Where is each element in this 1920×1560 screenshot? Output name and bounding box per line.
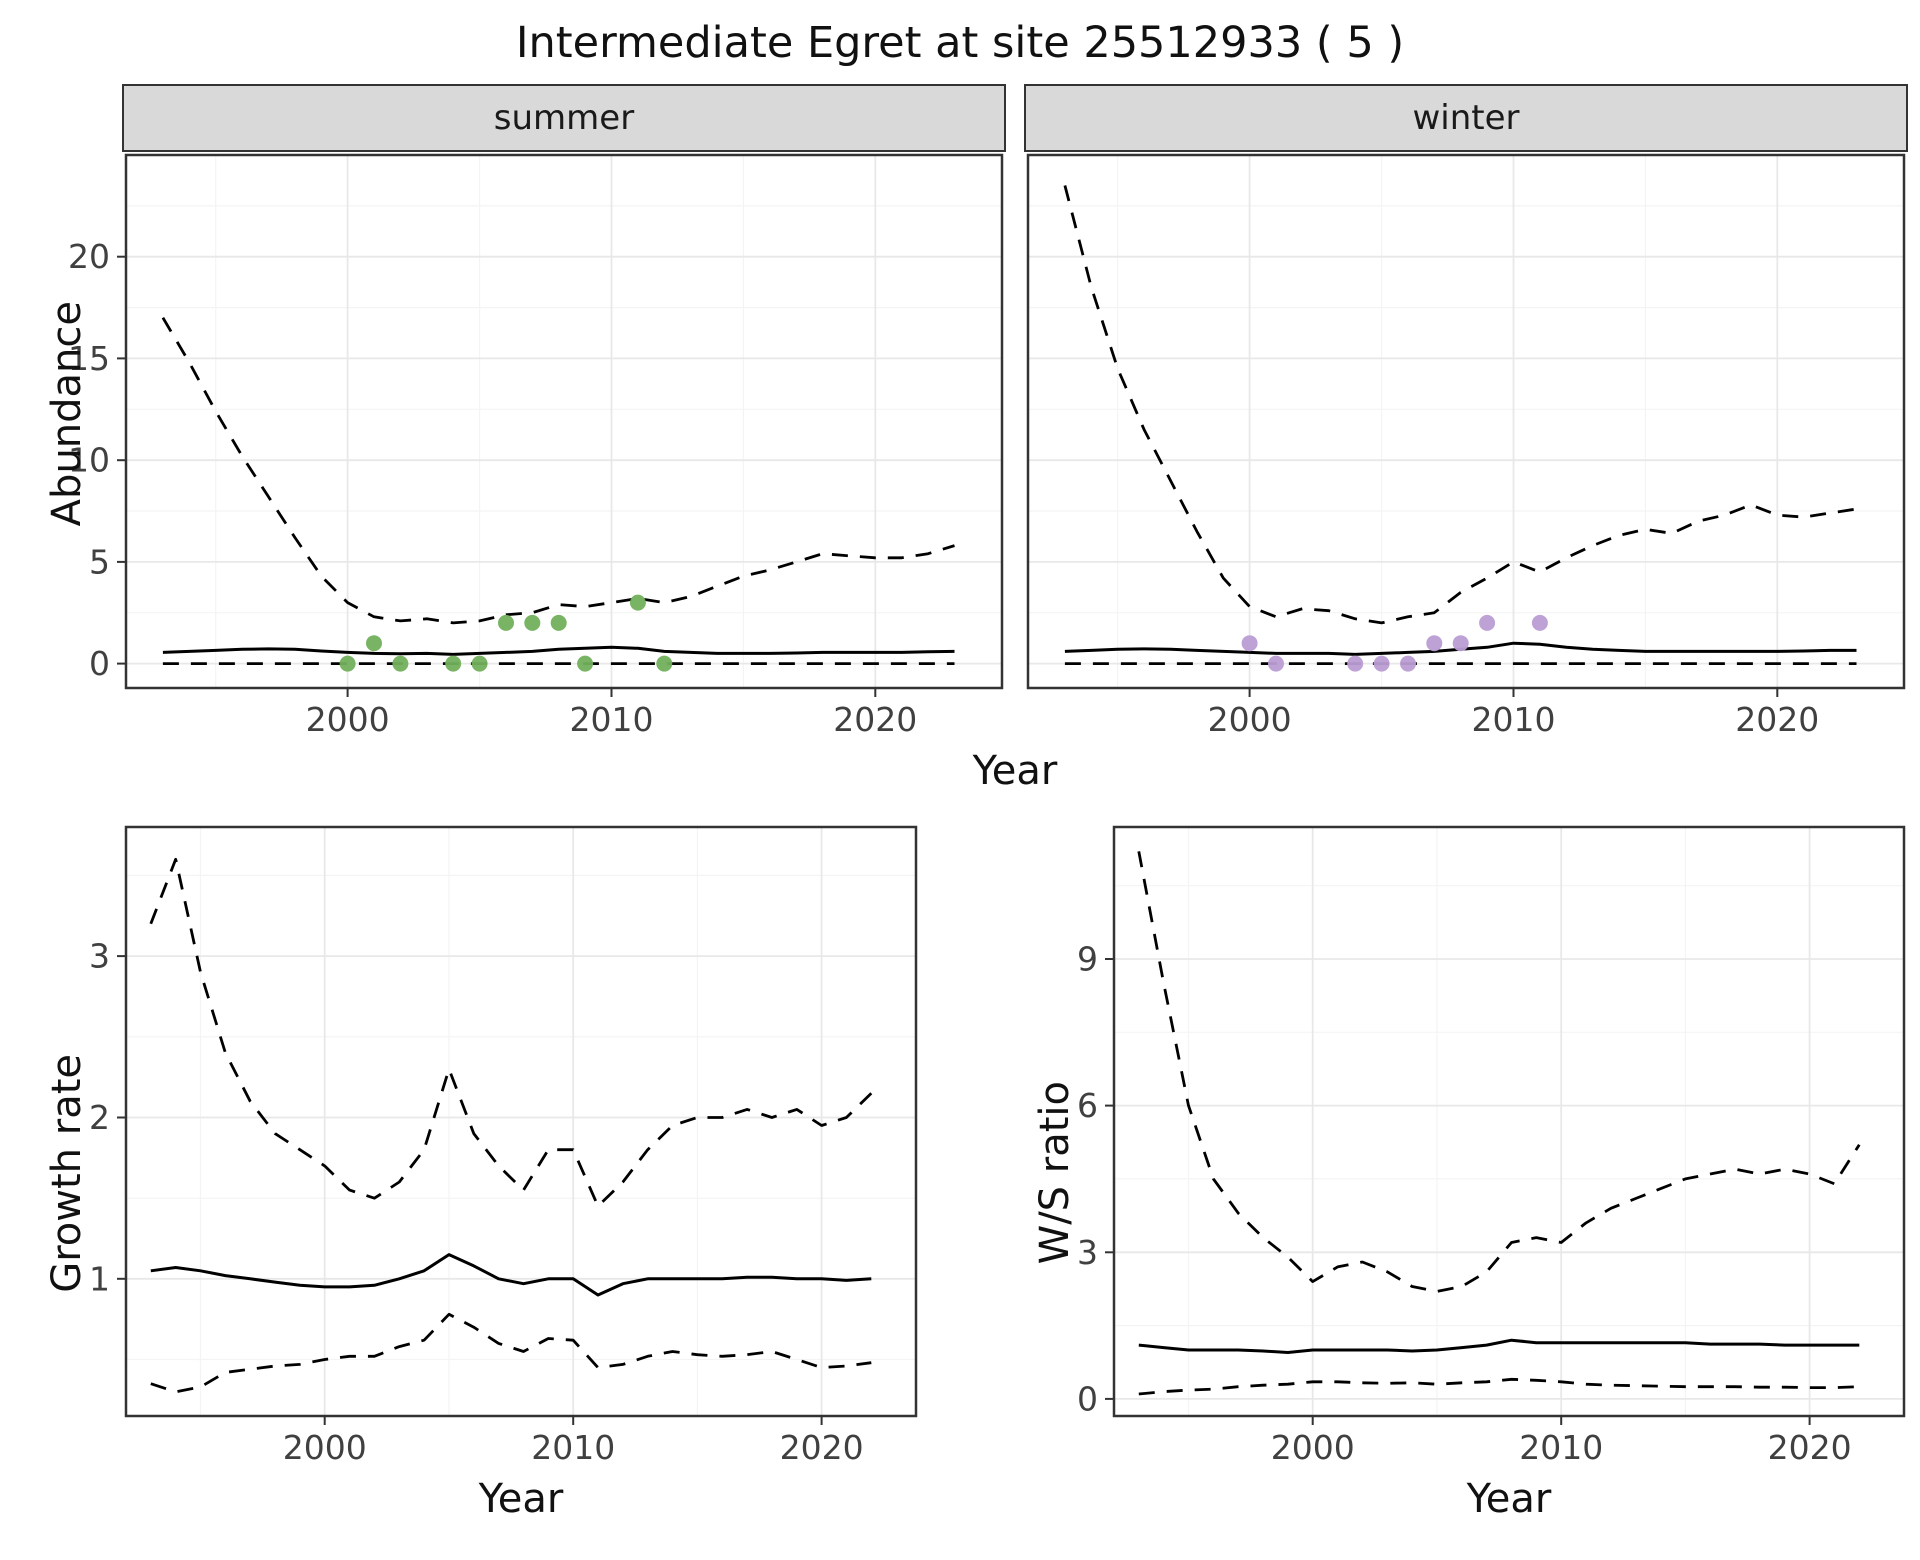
facet-winter: winter 2000 2010 2020 — [1024, 84, 1908, 744]
facet-strip-winter: winter — [1024, 84, 1908, 152]
facet-summer: summer 2000 2010 2020 0 5 10 15 20 — [68, 84, 1006, 744]
ws-x-axis-title: Year — [1466, 1476, 1552, 1522]
svg-text:1: 1 — [89, 1259, 110, 1298]
growth-x-axis-title: Year — [478, 1476, 564, 1522]
svg-text:2020: 2020 — [833, 700, 917, 739]
svg-text:5: 5 — [89, 542, 110, 581]
svg-text:2000: 2000 — [1271, 1428, 1355, 1467]
facet-strip-summer: summer — [122, 84, 1006, 152]
svg-text:2: 2 — [89, 1098, 110, 1137]
svg-text:3: 3 — [89, 937, 110, 976]
growth-y-axis-title-col: Growth rate — [12, 824, 122, 1522]
svg-text:2020: 2020 — [1768, 1428, 1852, 1467]
abundance-winter-chart: 2000 2010 2020 — [1024, 152, 1908, 744]
svg-text:2020: 2020 — [780, 1428, 864, 1467]
svg-text:2010: 2010 — [1472, 700, 1556, 739]
figure-title: Intermediate Egret at site 25512933 ( 5 … — [515, 18, 1405, 68]
growth-y-axis-title: Growth rate — [44, 1053, 90, 1293]
ws-ratio-plot: W/S ratio 2000 2010 2020 0 3 6 9 Year — [1000, 824, 1908, 1522]
svg-text:20: 20 — [68, 237, 110, 276]
abundance-y-axis-title: Abundance — [44, 301, 90, 527]
growth-rate-chart: 2000 2010 2020 1 2 3 — [89, 824, 920, 1472]
growth-rate-plot: Growth rate 2000 2010 2020 1 2 3 Year — [12, 824, 920, 1522]
svg-text:10: 10 — [68, 441, 110, 480]
svg-text:2010: 2010 — [570, 700, 654, 739]
svg-text:6: 6 — [1077, 1086, 1098, 1125]
svg-text:3: 3 — [1077, 1233, 1098, 1272]
ws-y-axis-title: W/S ratio — [1032, 1081, 1078, 1265]
svg-text:2000: 2000 — [1208, 700, 1292, 739]
svg-text:9: 9 — [1077, 940, 1098, 979]
svg-text:15: 15 — [68, 339, 110, 378]
abundance-x-axis-title: Year — [972, 748, 1058, 794]
abundance-facet-row: Abundance summer 2000 2010 2020 0 5 10 15 20 wi… — [12, 84, 1908, 744]
bottom-plots-row: Growth rate 2000 2010 2020 1 2 3 Year W/S rat… — [12, 824, 1908, 1522]
svg-text:0: 0 — [1077, 1379, 1098, 1418]
svg-text:2000: 2000 — [283, 1428, 367, 1467]
svg-text:0: 0 — [89, 644, 110, 683]
ws-plot-main: 2000 2010 2020 0 3 6 9 Year — [1077, 824, 1908, 1522]
growth-plot-main: 2000 2010 2020 1 2 3 Year — [89, 824, 920, 1522]
abundance-summer-chart: 2000 2010 2020 0 5 10 15 20 — [68, 152, 1006, 744]
svg-text:2000: 2000 — [306, 700, 390, 739]
ws-ratio-chart: 2000 2010 2020 0 3 6 9 — [1077, 824, 1908, 1472]
abundance-facets: summer 2000 2010 2020 0 5 10 15 20 winter 2000 2… — [68, 84, 1908, 744]
svg-text:2020: 2020 — [1735, 700, 1819, 739]
abundance-x-axis-title-row: Year — [12, 748, 1908, 794]
svg-text:2010: 2010 — [531, 1428, 615, 1467]
x-axis-title-spacer — [12, 748, 122, 794]
svg-text:2010: 2010 — [1519, 1428, 1603, 1467]
